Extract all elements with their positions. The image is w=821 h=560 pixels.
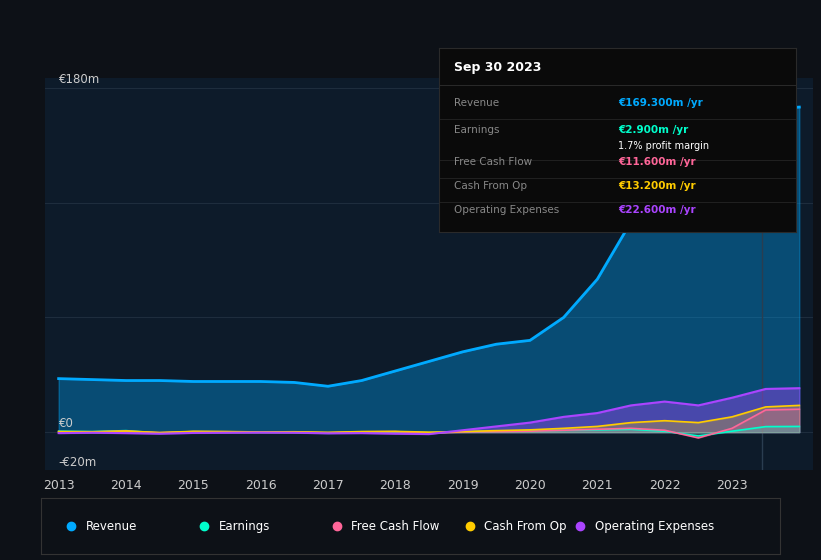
Text: Revenue: Revenue [85,520,137,533]
Text: €22.600m /yr: €22.600m /yr [618,205,695,215]
Text: Revenue: Revenue [453,98,498,108]
Text: Cash From Op: Cash From Op [453,181,526,191]
Text: Free Cash Flow: Free Cash Flow [351,520,440,533]
Text: €2.900m /yr: €2.900m /yr [618,125,688,135]
Text: Cash From Op: Cash From Op [484,520,566,533]
Text: Earnings: Earnings [453,125,499,135]
Text: €11.600m /yr: €11.600m /yr [618,157,695,167]
Text: Operating Expenses: Operating Expenses [595,520,714,533]
Text: Free Cash Flow: Free Cash Flow [453,157,532,167]
Text: Operating Expenses: Operating Expenses [453,205,559,215]
Text: Sep 30 2023: Sep 30 2023 [453,60,541,73]
Text: €0: €0 [58,417,74,430]
Text: Earnings: Earnings [218,520,270,533]
Text: €13.200m /yr: €13.200m /yr [618,181,695,191]
Text: 1.7% profit margin: 1.7% profit margin [618,142,709,151]
Text: €180m: €180m [58,73,100,86]
Text: €169.300m /yr: €169.300m /yr [618,98,703,108]
Text: -€20m: -€20m [58,456,97,469]
